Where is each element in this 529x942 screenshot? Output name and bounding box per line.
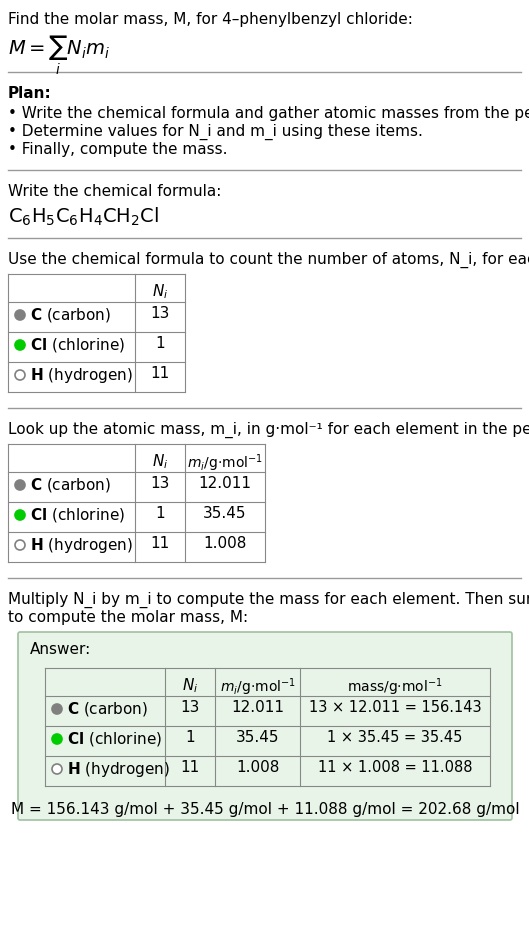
Text: $N_i$: $N_i$	[182, 676, 198, 694]
Text: $\mathbf{Cl}$ (chlorine): $\mathbf{Cl}$ (chlorine)	[67, 730, 162, 748]
Text: $\mathbf{H}$ (hydrogen): $\mathbf{H}$ (hydrogen)	[67, 760, 170, 779]
Text: 13 × 12.011 = 156.143: 13 × 12.011 = 156.143	[309, 700, 481, 715]
Text: $\mathbf{C}$ (carbon): $\mathbf{C}$ (carbon)	[67, 700, 148, 718]
Text: 1: 1	[155, 506, 165, 521]
FancyBboxPatch shape	[18, 632, 512, 820]
Text: 11: 11	[150, 536, 170, 551]
Text: $\mathbf{C}$ (carbon): $\mathbf{C}$ (carbon)	[30, 306, 111, 324]
Text: 1: 1	[155, 336, 165, 351]
Circle shape	[52, 734, 62, 744]
Text: 13: 13	[150, 306, 170, 321]
Circle shape	[15, 310, 25, 320]
Text: 1.008: 1.008	[203, 536, 247, 551]
Text: $m_i$/g·mol$^{-1}$: $m_i$/g·mol$^{-1}$	[220, 676, 296, 698]
Text: 1 × 35.45 = 35.45: 1 × 35.45 = 35.45	[327, 730, 463, 745]
Text: mass/g·mol$^{-1}$: mass/g·mol$^{-1}$	[347, 676, 443, 698]
Text: 11: 11	[150, 366, 170, 381]
Text: 12.011: 12.011	[198, 476, 251, 491]
Text: Plan:: Plan:	[8, 86, 52, 101]
Text: M = 156.143 g/mol + 35.45 g/mol + 11.088 g/mol = 202.68 g/mol: M = 156.143 g/mol + 35.45 g/mol + 11.088…	[11, 802, 519, 817]
Text: 13: 13	[180, 700, 199, 715]
Text: 1.008: 1.008	[236, 760, 279, 775]
Text: Write the chemical formula:: Write the chemical formula:	[8, 184, 221, 199]
Circle shape	[52, 764, 62, 774]
Text: • Determine values for N_i and m_i using these items.: • Determine values for N_i and m_i using…	[8, 124, 423, 140]
Text: Look up the atomic mass, m_i, in g·mol⁻¹ for each element in the periodic table:: Look up the atomic mass, m_i, in g·mol⁻¹…	[8, 422, 529, 438]
Text: $\mathregular{C_6H_5C_6H_4CH_2Cl}$: $\mathregular{C_6H_5C_6H_4CH_2Cl}$	[8, 206, 159, 228]
Text: 35.45: 35.45	[203, 506, 247, 521]
Text: Use the chemical formula to count the number of atoms, N_i, for each element:: Use the chemical formula to count the nu…	[8, 252, 529, 268]
Text: 11 × 1.008 = 11.088: 11 × 1.008 = 11.088	[318, 760, 472, 775]
Text: • Finally, compute the mass.: • Finally, compute the mass.	[8, 142, 227, 157]
Text: 12.011: 12.011	[231, 700, 284, 715]
Text: $N_i$: $N_i$	[152, 452, 168, 471]
Text: 1: 1	[185, 730, 195, 745]
Text: $N_i$: $N_i$	[152, 282, 168, 300]
Text: 11: 11	[180, 760, 199, 775]
Text: $m_i$/g·mol$^{-1}$: $m_i$/g·mol$^{-1}$	[187, 452, 263, 474]
Text: $\mathbf{H}$ (hydrogen): $\mathbf{H}$ (hydrogen)	[30, 536, 133, 555]
Text: 13: 13	[150, 476, 170, 491]
Text: • Write the chemical formula and gather atomic masses from the periodic table.: • Write the chemical formula and gather …	[8, 106, 529, 121]
Text: Multiply N_i by m_i to compute the mass for each element. Then sum those values: Multiply N_i by m_i to compute the mass …	[8, 592, 529, 609]
Circle shape	[15, 510, 25, 520]
Circle shape	[15, 540, 25, 550]
Text: 35.45: 35.45	[236, 730, 279, 745]
Circle shape	[52, 704, 62, 714]
Circle shape	[15, 340, 25, 350]
Text: to compute the molar mass, M:: to compute the molar mass, M:	[8, 610, 248, 625]
Circle shape	[15, 480, 25, 490]
Circle shape	[15, 370, 25, 380]
Text: $\mathbf{Cl}$ (chlorine): $\mathbf{Cl}$ (chlorine)	[30, 506, 125, 524]
Text: $M = \sum_i N_i m_i$: $M = \sum_i N_i m_i$	[8, 34, 110, 77]
Text: $\mathbf{H}$ (hydrogen): $\mathbf{H}$ (hydrogen)	[30, 366, 133, 385]
Text: $\mathbf{C}$ (carbon): $\mathbf{C}$ (carbon)	[30, 476, 111, 494]
Text: Answer:: Answer:	[30, 642, 91, 657]
Text: Find the molar mass, M, for 4–phenylbenzyl chloride:: Find the molar mass, M, for 4–phenylbenz…	[8, 12, 413, 27]
Text: $\mathbf{Cl}$ (chlorine): $\mathbf{Cl}$ (chlorine)	[30, 336, 125, 354]
